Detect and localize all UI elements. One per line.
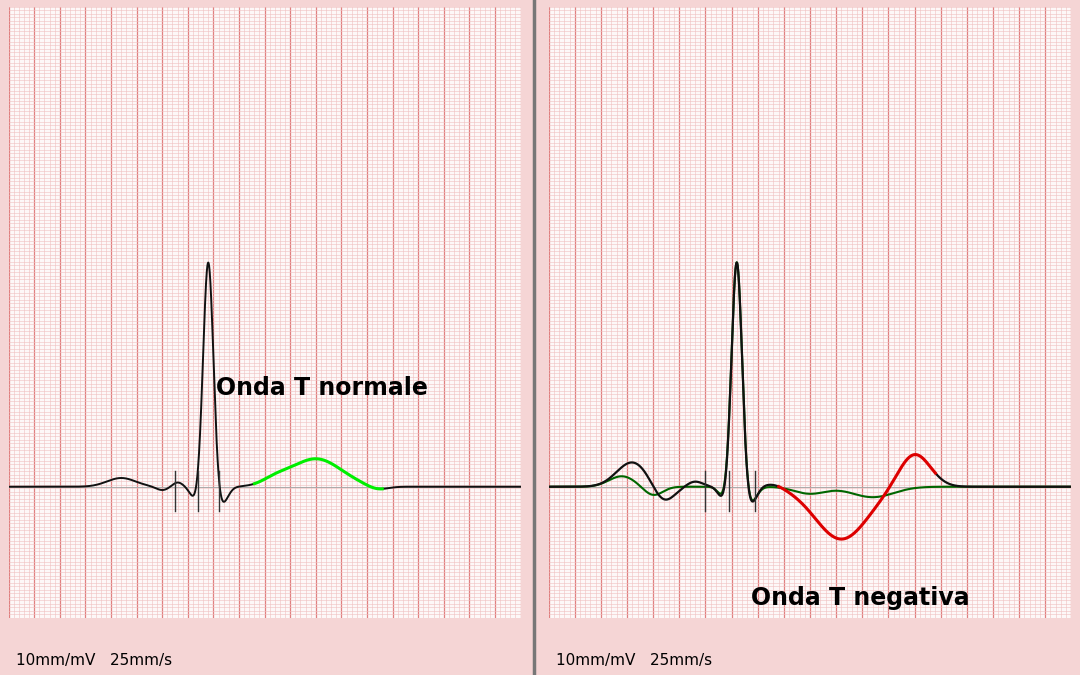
Text: Onda T normale: Onda T normale: [216, 376, 428, 400]
Text: Onda T negativa: Onda T negativa: [752, 585, 970, 610]
Text: 10mm/mV   25mm/s: 10mm/mV 25mm/s: [16, 653, 173, 668]
Text: 10mm/mV   25mm/s: 10mm/mV 25mm/s: [556, 653, 713, 668]
